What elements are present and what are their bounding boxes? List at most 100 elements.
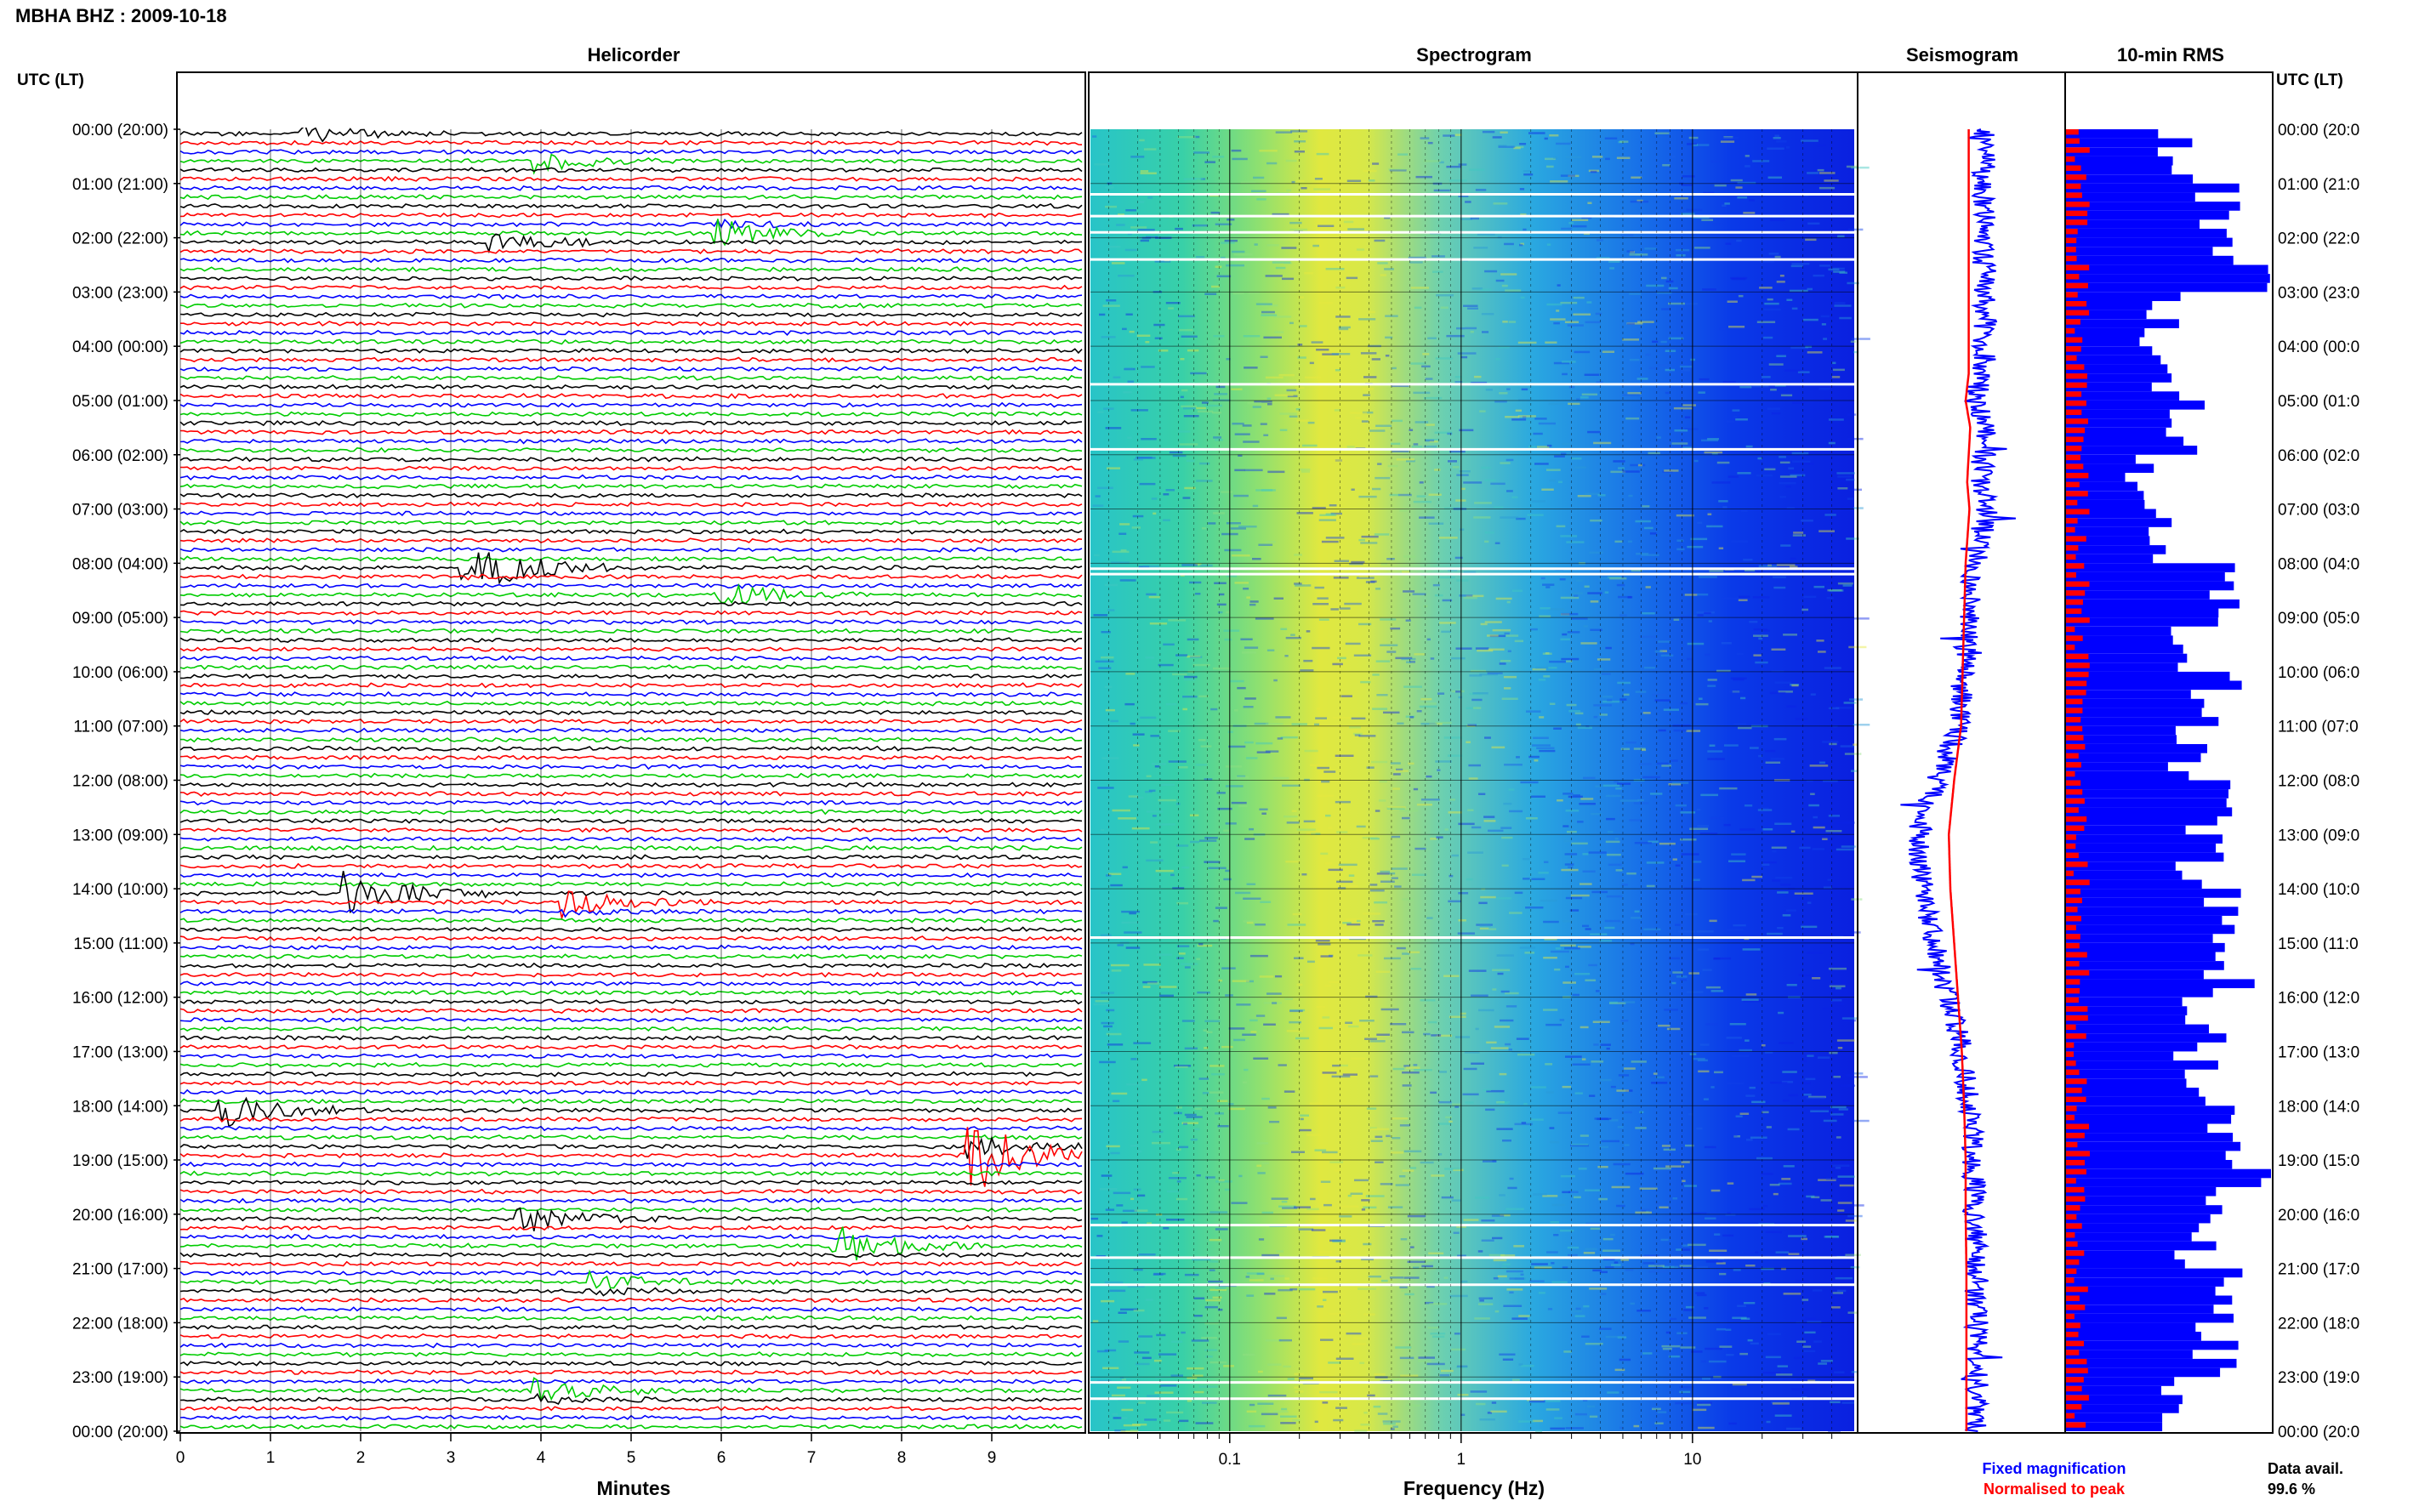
spectrogram-cell xyxy=(1540,899,1557,902)
spectrogram-cell xyxy=(1756,474,1773,477)
rms-fixed-bar xyxy=(2065,1358,2237,1368)
rms-normalised-bar xyxy=(2065,1377,2084,1383)
spectrogram-cell xyxy=(1410,287,1430,289)
rms-fixed-bar xyxy=(2065,1413,2163,1423)
spectrogram-cell xyxy=(1273,597,1283,600)
spectrogram-cell xyxy=(1653,1262,1666,1265)
spectrogram-cell xyxy=(1819,761,1825,764)
spectrogram-cell xyxy=(1186,459,1195,463)
spectrogram-cell xyxy=(1541,488,1554,491)
spectrogram-cell xyxy=(1662,470,1673,473)
spectrogram-cell xyxy=(1532,668,1546,671)
spectrogram-cell xyxy=(1234,582,1249,584)
spectrogram-cell xyxy=(1767,932,1783,935)
spectrogram-cell xyxy=(1745,993,1757,996)
rms-fixed-bar xyxy=(2065,798,2227,808)
rms-normalised-bar xyxy=(2065,653,2089,660)
spectrogram-cell xyxy=(1688,1316,1706,1319)
spectrogram-cell xyxy=(1338,887,1346,890)
spectrogram-cell xyxy=(1237,775,1246,778)
spectrogram-cell xyxy=(1265,275,1283,277)
spectrogram-cell xyxy=(1582,853,1589,855)
spectrogram-cell xyxy=(1214,393,1228,395)
spectrogram-cell xyxy=(1544,861,1549,863)
spectrogram-cell xyxy=(1710,160,1722,163)
spectrogram-cell xyxy=(1695,702,1709,706)
spectrogram-cell xyxy=(1402,571,1410,573)
spectrogram-cell xyxy=(1529,1280,1545,1282)
spectrogram-cell xyxy=(1217,611,1223,614)
spectrogram-cell xyxy=(1499,1101,1511,1104)
rms-fixed-bar xyxy=(2065,355,2161,365)
spectrogram-cell xyxy=(1502,1263,1511,1266)
spectrogram-cell xyxy=(1539,716,1545,719)
spectrogram-cell xyxy=(1332,716,1352,719)
spectrogram-cell xyxy=(1475,647,1489,650)
spectrogram-cell xyxy=(1357,954,1373,957)
spectrogram-cell xyxy=(1738,294,1744,298)
spectrogram-cell xyxy=(1841,1401,1854,1404)
spectrogram-cell xyxy=(1346,923,1361,926)
spectrogram-cell xyxy=(1769,691,1786,695)
spectrogram-cell xyxy=(1360,542,1378,544)
spectrogram-cell xyxy=(1434,469,1441,471)
spectrogram-cell xyxy=(1152,815,1157,817)
spectrogram-cell xyxy=(1375,1135,1383,1139)
spectrogram-cell xyxy=(1688,972,1699,975)
spectrogram-cell xyxy=(1830,1198,1836,1201)
spectrogram-cell xyxy=(1412,593,1426,595)
spectrogram-cell xyxy=(1503,1305,1523,1307)
spectrogram-cell xyxy=(1615,869,1623,872)
spectrogram-cell xyxy=(1272,1002,1278,1004)
spectrogram-cell xyxy=(1706,525,1723,528)
spectrogram-cell xyxy=(1103,407,1114,410)
spectrogram-cell xyxy=(1515,409,1522,412)
rms-normalised-bar xyxy=(2065,852,2079,858)
spectrogram-cell xyxy=(1280,1415,1297,1418)
spectrogram-cell xyxy=(1402,952,1410,955)
rms-fixed-bar xyxy=(2065,744,2207,753)
spectrogram-cell xyxy=(1606,853,1621,856)
spectrogram-cell xyxy=(1619,1358,1631,1361)
spectrogram-cell xyxy=(1346,885,1358,888)
rms-normalised-bar xyxy=(2065,1268,2077,1274)
spectrogram-cell xyxy=(1506,1288,1523,1291)
rms-fixed-bar xyxy=(2065,843,2217,853)
rms-normalised-bar xyxy=(2065,934,2080,940)
spectrogram-cell xyxy=(1736,652,1744,656)
spectrogram-cell xyxy=(1421,1265,1433,1268)
spectrogram-cell xyxy=(1390,1428,1395,1430)
spectrogram-cell xyxy=(1356,248,1365,251)
spectrogram-cell xyxy=(1323,1290,1338,1293)
spectrogram-cell xyxy=(1728,691,1744,693)
spectrogram-cell xyxy=(1786,146,1790,149)
spectrogram-cell xyxy=(1314,586,1324,589)
spectrogram-cell xyxy=(1097,486,1113,489)
spectrogram-cell xyxy=(1299,325,1307,327)
spectrogram-cell xyxy=(1668,1355,1680,1358)
rms-fixed-bar xyxy=(2065,1313,2234,1323)
spectrogram-cell xyxy=(1751,875,1762,878)
spectrogram-cell xyxy=(1336,831,1348,833)
spectrogram-cell xyxy=(1204,293,1217,295)
rms-fixed-bar xyxy=(2065,753,2201,763)
spectrogram-cell xyxy=(1844,228,1853,231)
spectrogram-cell xyxy=(1832,1292,1843,1294)
spectrogram-cell xyxy=(1506,490,1513,492)
rms-fixed-bar xyxy=(2065,545,2166,554)
spectrogram-cell xyxy=(1117,1386,1131,1389)
rms-normalised-bar xyxy=(2065,1106,2077,1111)
spectrogram-cell xyxy=(1333,577,1349,579)
spectrogram-cell xyxy=(1623,693,1630,696)
spectrogram-cell xyxy=(1643,1254,1659,1257)
spectrogram-cell xyxy=(1716,669,1731,673)
rms-fixed-bar xyxy=(2065,247,2213,256)
spectrogram-cell xyxy=(1779,496,1787,498)
spectrogram-cell xyxy=(1170,873,1175,877)
rms-normalised-bar xyxy=(2065,1358,2087,1365)
spectrogram-cell xyxy=(1605,646,1612,650)
time-label-right: 12:00 (08:0 xyxy=(2278,773,2359,791)
spectrogram-cell xyxy=(1819,264,1830,267)
spectrogram-cell xyxy=(1432,270,1443,273)
spectrogram-cell xyxy=(1728,1422,1737,1425)
